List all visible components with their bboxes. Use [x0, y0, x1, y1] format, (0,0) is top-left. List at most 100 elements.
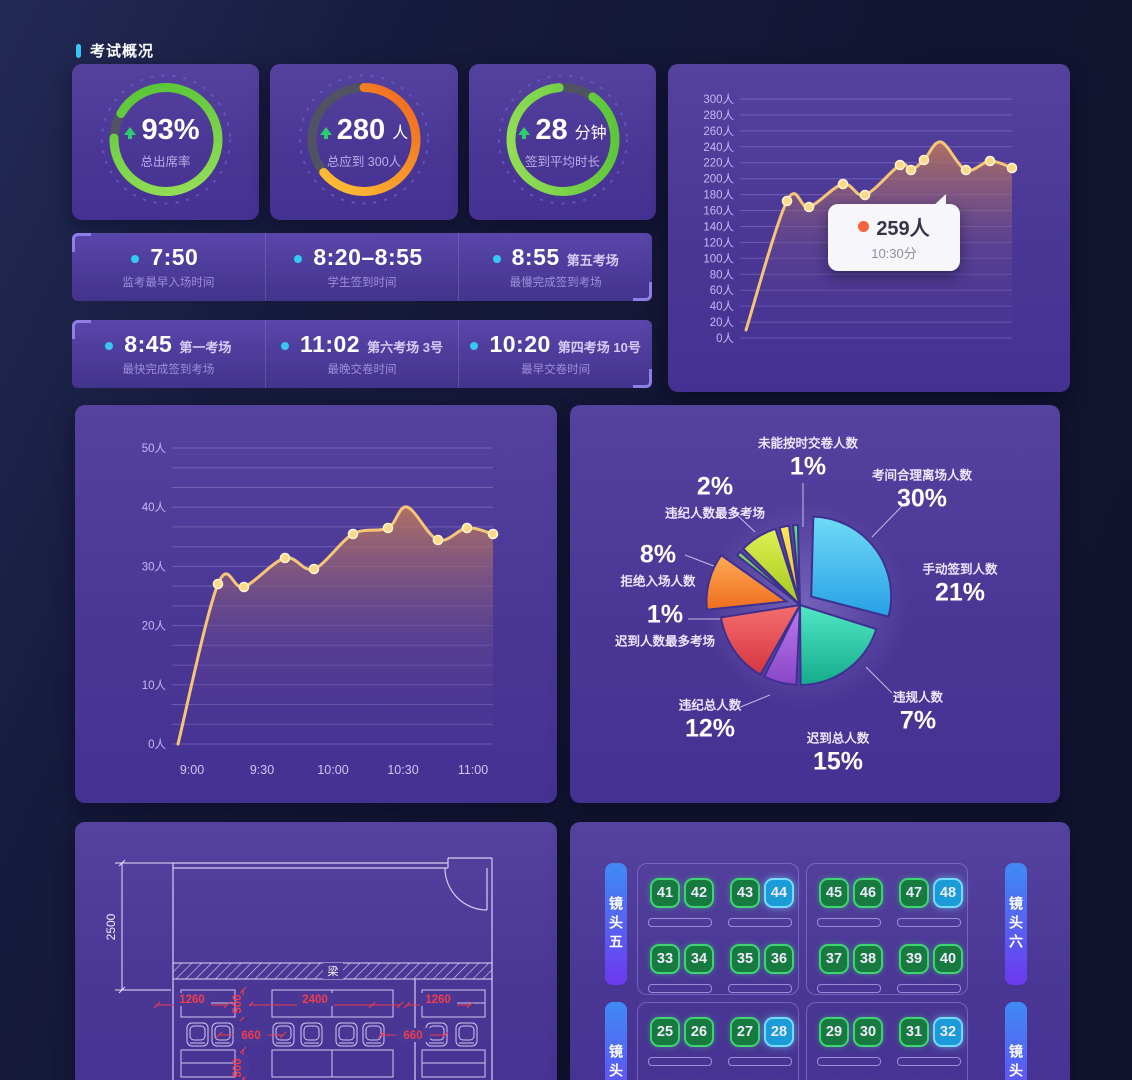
y-axis-labels: 0人 20人 40人 60人 80人 100人 120人 140人 160人 180人 200人 22…: [703, 93, 734, 345]
pie-slice-5[interactable]: [735, 550, 801, 606]
seat-group: 41 42 43 44 33 34 35 36: [637, 863, 799, 995]
chart-tooltip: 259人 10:30分: [828, 194, 960, 271]
data-point: [803, 201, 815, 213]
time-stats-row-2: 8:45 第一考场 最快完成签到考场 11:02 第六考场 3号 最晚交卷时间 …: [72, 320, 652, 388]
seat-32[interactable]: 32: [933, 1017, 963, 1047]
ring-progress: [307, 83, 421, 196]
bullet-dot-icon: [470, 342, 479, 350]
room-signin-trend-chart: 0人 10人 20人 30人 40人 50人: [142, 442, 499, 751]
bullet-dot-icon: [492, 255, 501, 263]
attendance-ring-chart: [91, 65, 241, 220]
dim-2500-label: 2500: [104, 913, 118, 940]
pie-leader-lines: [684, 483, 906, 709]
svg-text:2400: 2400: [302, 994, 328, 1006]
data-point: [1006, 162, 1018, 174]
page-title: 考试概况: [90, 43, 155, 60]
pie-slice-6[interactable]: [741, 527, 801, 606]
tooltip-value: 259人: [876, 218, 930, 240]
y-axis-labels: 0人 10人 20人 30人 40人 50人: [142, 442, 167, 751]
ring-decor-dashes: [100, 74, 231, 205]
stat-slowest-room: 8:55 第五考场 最慢完成签到考场: [458, 233, 652, 301]
desk: [897, 1057, 961, 1066]
pie-slice-1[interactable]: [798, 603, 878, 687]
x-tick: 9:00: [179, 763, 205, 777]
bullet-dot-icon: [131, 255, 140, 263]
desk: [897, 984, 961, 993]
seat-48[interactable]: 48: [933, 878, 963, 908]
seat-28[interactable]: 28: [764, 1017, 794, 1047]
seat-47[interactable]: 47: [899, 878, 929, 908]
seat-25[interactable]: 25: [650, 1017, 680, 1047]
door-arc: [444, 867, 488, 911]
seat-group: 29 30 31 32: [806, 1002, 968, 1080]
svg-text:160人: 160人: [703, 205, 734, 218]
exam-breakdown-pie-chart: [684, 483, 906, 709]
time-stats-row-1: 7:50 监考最早入场时间 8:20–8:55 学生签到时间 8:55 第五考场…: [72, 233, 652, 301]
svg-text:50人: 50人: [142, 442, 167, 455]
pie-label-late-total: 迟到总人数 15%: [806, 731, 870, 776]
seat-29[interactable]: 29: [819, 1017, 849, 1047]
pie-slice-0[interactable]: [810, 515, 893, 618]
seat-33[interactable]: 33: [650, 944, 680, 974]
seat-34[interactable]: 34: [684, 944, 714, 974]
stat-latest-submit: 11:02 第六考场 3号 最晚交卷时间: [264, 320, 459, 388]
svg-text:660: 660: [403, 1030, 422, 1042]
pie-label-discipline-total: 违纪总人数 12%: [678, 698, 742, 743]
svg-text:0人: 0人: [148, 738, 166, 751]
pie-label-manual-signin: 手动签到人数 21%: [922, 562, 998, 607]
seat-46[interactable]: 46: [853, 878, 883, 908]
pie-slice-3[interactable]: [719, 603, 802, 676]
seat-35[interactable]: 35: [730, 944, 760, 974]
stat-suffix: 第四考场 10号: [557, 340, 641, 355]
avg-time-ring-chart: [488, 65, 638, 220]
seat-38[interactable]: 38: [853, 944, 883, 974]
seat-30[interactable]: 30: [853, 1017, 883, 1047]
seat-27[interactable]: 27: [730, 1017, 760, 1047]
bullet-dot-icon: [281, 342, 290, 350]
gauge-card-signed-in: 280 人 总应到 300人: [270, 64, 458, 220]
svg-text:1260: 1260: [179, 994, 205, 1006]
tooltip-dot-icon: [858, 221, 870, 232]
svg-text:200人: 200人: [703, 173, 734, 186]
gauge-card-attendance: 93% 总出席率: [72, 64, 259, 220]
seat-39[interactable]: 39: [899, 944, 929, 974]
seat-41[interactable]: 41: [650, 878, 680, 908]
svg-text:100人: 100人: [703, 252, 734, 265]
pie-slice-2[interactable]: [762, 604, 801, 686]
data-point: [859, 189, 871, 201]
pie-slice-7[interactable]: [778, 524, 801, 606]
stat-suffix: 第六考场 3号: [367, 340, 443, 355]
seat-45[interactable]: 45: [819, 878, 849, 908]
tooltip-time: 10:30分: [871, 246, 917, 261]
dim-2500-line: [115, 859, 173, 994]
data-point: [918, 154, 930, 166]
stat-time: 8:55: [511, 244, 560, 270]
seat-44[interactable]: 44: [764, 878, 794, 908]
seat-43[interactable]: 43: [730, 878, 760, 908]
stat-label: 监考最早入场时间: [122, 277, 215, 289]
seat-37[interactable]: 37: [819, 944, 849, 974]
room-signin-trend-chart-panel: 0人 10人 20人 30人 40人 50人 9:00 9:30 10:00 10:30 …: [75, 405, 557, 803]
room-floorplan-drawing: 梁: [104, 857, 493, 1080]
seat-40[interactable]: 40: [933, 944, 963, 974]
pie-slice-8[interactable]: [792, 523, 801, 606]
pie-slice-4[interactable]: [705, 553, 790, 611]
seat-26[interactable]: 26: [684, 1017, 714, 1047]
stat-fastest-room: 8:45 第一考场 最快完成签到考场: [72, 320, 265, 388]
stat-time: 11:02: [300, 331, 361, 357]
seat-36[interactable]: 36: [764, 944, 794, 974]
data-point: [984, 155, 996, 167]
stat-earliest-submit: 10:20 第四考场 10号 最早交卷时间: [458, 320, 652, 388]
desk: [648, 1057, 712, 1066]
svg-text:10人: 10人: [142, 679, 167, 692]
ring-decor-dashes: [299, 74, 429, 205]
stat-suffix: 第五考场: [566, 253, 619, 268]
seat-31[interactable]: 31: [899, 1017, 929, 1047]
desk: [728, 984, 792, 993]
svg-text:1260: 1260: [425, 994, 451, 1006]
gauge-card-avg-signin-time: 28 分钟 签到平均时长: [469, 64, 656, 220]
svg-text:40人: 40人: [710, 300, 735, 313]
section-header: 考试概况: [76, 40, 154, 61]
seat-42[interactable]: 42: [684, 878, 714, 908]
x-tick: 10:00: [317, 763, 349, 777]
